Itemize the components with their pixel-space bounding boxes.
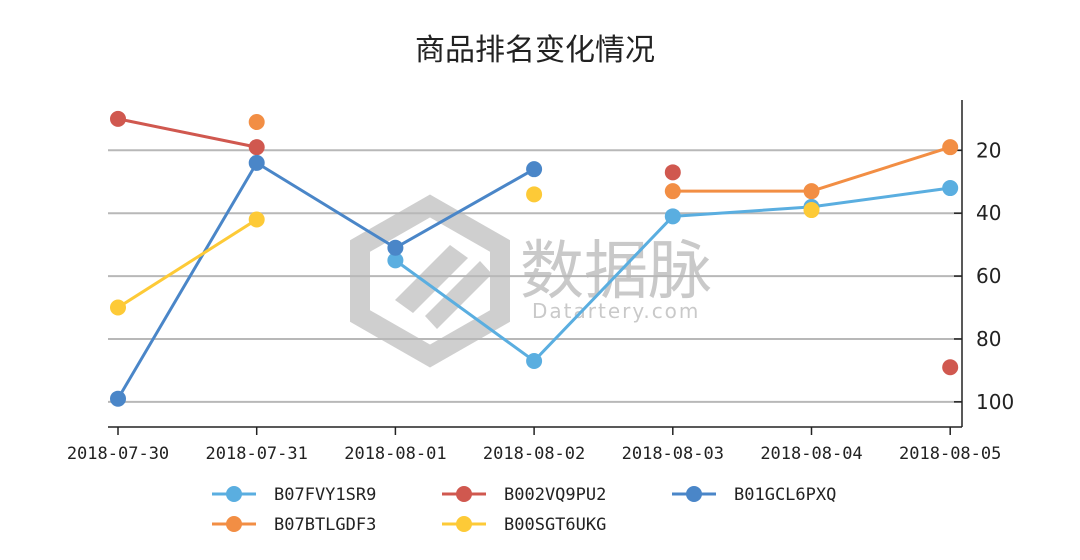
data-point: [248, 211, 265, 228]
y-tick-label: 60: [976, 264, 1001, 288]
x-tick-label: 2018-08-02: [483, 444, 585, 464]
legend-marker-icon: [456, 516, 472, 532]
x-tick-label: 2018-07-30: [67, 444, 169, 464]
legend-label: B07BTLGDF3: [274, 515, 376, 535]
data-point: [248, 139, 265, 156]
data-point: [387, 252, 404, 269]
legend-marker-icon: [226, 486, 242, 502]
data-point: [664, 164, 681, 181]
watermark-logo-icon: [350, 194, 510, 368]
chart-title: 商品排名变化情况: [415, 33, 655, 68]
data-point: [803, 202, 820, 219]
series-line-segment: [255, 161, 397, 250]
data-point: [664, 208, 681, 225]
x-tick-label: 2018-07-31: [206, 444, 308, 464]
data-point: [942, 180, 959, 197]
legend-label: B01GCL6PXQ: [734, 485, 836, 505]
x-tick-label: 2018-08-03: [622, 444, 724, 464]
data-point: [110, 299, 126, 316]
legend-marker-icon: [456, 486, 472, 502]
data-point: [248, 154, 265, 171]
y-tick-label: 80: [976, 327, 1001, 351]
legend-label: B07FVY1SR9: [274, 485, 376, 505]
series-points: [110, 110, 959, 407]
y-tick-label: 100: [976, 390, 1014, 414]
data-point: [942, 359, 959, 376]
axes: [108, 100, 963, 428]
series-lines: [116, 117, 952, 401]
y-tick-label: 40: [976, 201, 1001, 225]
legend: B07FVY1SR9 B002VQ9PU2 B01GCL6PXQ B07BTLGDF3…: [212, 485, 836, 535]
data-point: [526, 352, 543, 369]
data-point: [942, 139, 959, 156]
x-tick-label: 2018-08-01: [344, 444, 446, 464]
series-line-segment: [116, 217, 259, 310]
series-line-segment: [810, 186, 952, 209]
legend-marker-icon: [686, 486, 702, 502]
grid-lines: [108, 149, 962, 403]
data-point: [803, 183, 820, 200]
x-axis-ticks: 2018-07-30 2018-07-31 2018-08-01 2018-08-02…: [67, 427, 1001, 464]
data-point: [110, 390, 126, 407]
legend-marker-icon: [226, 516, 242, 532]
legend-label: B002VQ9PU2: [504, 485, 606, 505]
series-line-segment: [671, 205, 813, 218]
watermark: 数据脉 Datartery.com: [350, 194, 712, 368]
data-point: [526, 161, 543, 178]
series-line-segment: [810, 145, 952, 193]
legend-label: B00SGT6UKG: [504, 515, 606, 535]
series-line-segment: [532, 214, 675, 363]
data-point: [387, 239, 404, 256]
series-line-segment: [393, 167, 536, 250]
data-point: [664, 183, 681, 200]
data-point: [248, 114, 265, 131]
series-line-segment: [116, 117, 259, 149]
watermark-text: 数据脉: [520, 235, 712, 309]
data-point: [110, 110, 126, 127]
watermark-subtext: Datartery.com: [532, 299, 700, 323]
y-tick-label: 20: [976, 138, 1001, 162]
series-line-segment: [116, 161, 259, 401]
x-tick-label: 2018-08-04: [760, 444, 862, 464]
data-point: [526, 186, 543, 203]
y-axis-ticks: 20 40 60 80 100: [954, 138, 1014, 414]
series-line-segment: [393, 258, 536, 363]
x-tick-label: 2018-08-05: [899, 444, 1001, 464]
